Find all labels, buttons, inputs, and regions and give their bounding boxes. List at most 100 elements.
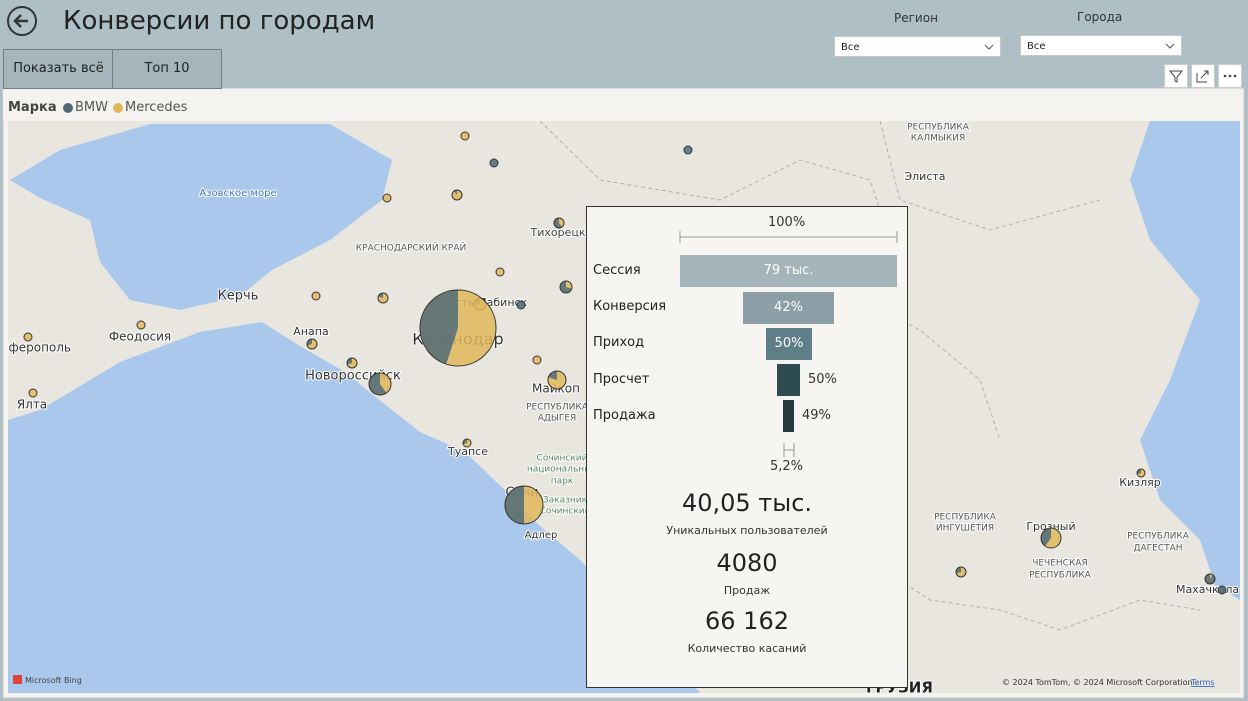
- bar-label: 50%: [808, 372, 837, 387]
- pie-slice: [312, 292, 320, 300]
- map-label: АДЫГЕЯ: [538, 414, 577, 424]
- pie-slice: [955, 567, 961, 574]
- map-bubble[interactable]: [1217, 585, 1227, 595]
- map-label: Сочинский: [537, 454, 588, 464]
- map-bubble[interactable]: [547, 370, 567, 390]
- pie-slice: [29, 389, 37, 397]
- black-sea: [8, 322, 700, 693]
- map-label: парк: [551, 477, 574, 487]
- map-bubble[interactable]: [419, 289, 497, 367]
- map-label: Ялта: [17, 398, 47, 412]
- map-bubble[interactable]: [1136, 468, 1146, 478]
- pie-slice: [548, 371, 557, 380]
- pie-slice: [383, 194, 391, 202]
- pie-outline: [1136, 468, 1146, 478]
- filter-dropdown[interactable]: Все: [834, 36, 1001, 57]
- funnel-bar[interactable]: [777, 364, 800, 396]
- map-bubble[interactable]: [23, 332, 33, 342]
- map-bubble[interactable]: [683, 145, 693, 155]
- pie-outline: [955, 566, 967, 578]
- more-icon[interactable]: [1218, 64, 1242, 88]
- map-bubble[interactable]: [311, 291, 321, 301]
- legend-label[interactable]: Mercedes: [125, 100, 188, 115]
- funnel-bar[interactable]: 79 тыс.: [680, 255, 897, 287]
- legend-title: Марка: [8, 100, 57, 115]
- map-label: Грозный: [1026, 520, 1075, 533]
- filter-icon[interactable]: [1164, 64, 1188, 88]
- map-bubble[interactable]: [495, 267, 505, 277]
- map-label: Азовское море: [199, 188, 276, 199]
- map-bubble[interactable]: [532, 355, 542, 365]
- map-label: КРАСНОДАРСКИЙ КРАЙ: [356, 242, 466, 254]
- map-bubble[interactable]: [377, 292, 389, 304]
- chevron: [1165, 43, 1175, 49]
- pie-outline: [136, 320, 146, 330]
- bing-logo: [13, 675, 22, 684]
- map-bubble[interactable]: [955, 566, 967, 578]
- map-bubble[interactable]: [451, 189, 463, 201]
- funnel-bar[interactable]: 50%: [766, 328, 812, 360]
- pie-outline: [683, 145, 693, 155]
- scale-line: [679, 231, 898, 243]
- map-bubble[interactable]: [489, 158, 499, 168]
- map-bubble[interactable]: [559, 280, 573, 294]
- pie-slice: [490, 159, 498, 167]
- pie-outline: [306, 338, 318, 350]
- map-label: ЧЕЧЕНСКАЯ: [1032, 559, 1088, 569]
- funnel-bar[interactable]: [783, 400, 794, 432]
- pie-slice: [463, 439, 467, 445]
- map-bubble[interactable]: [504, 485, 544, 525]
- map-bubble[interactable]: [460, 131, 470, 141]
- pie-slice: [378, 293, 383, 298]
- pie-outline: [504, 485, 544, 525]
- funnel-bar[interactable]: 42%: [743, 292, 834, 324]
- map-bubble[interactable]: [28, 388, 38, 398]
- pie-slice: [24, 333, 32, 341]
- map-label: РЕСПУБЛИКА: [526, 403, 589, 413]
- show-all-button[interactable]: Показать всё: [3, 49, 114, 89]
- page-title: Конверсии по городам: [63, 6, 376, 36]
- map-label: Анапа: [293, 325, 328, 338]
- map-terms[interactable]: Terms: [1190, 678, 1215, 687]
- map-bubble[interactable]: [462, 438, 472, 448]
- map-label: Адлер: [525, 530, 558, 541]
- legend-label[interactable]: BMW: [75, 100, 108, 115]
- pie-slice: [137, 321, 145, 329]
- map-bubble[interactable]: [1040, 527, 1062, 549]
- map-bubble[interactable]: [516, 300, 526, 310]
- filter-dropdown[interactable]: Все: [1020, 35, 1182, 56]
- filter-label: Города: [1077, 10, 1123, 24]
- pie-outline: [547, 370, 567, 390]
- pie-outline: [532, 355, 542, 365]
- bar-label: 42%: [774, 300, 803, 315]
- pie-outline: [1204, 573, 1216, 585]
- map-bubble[interactable]: [136, 320, 146, 330]
- filter-value: Все: [841, 42, 860, 53]
- map-label: Сочинский: [540, 507, 591, 517]
- pie-slice: [505, 486, 524, 524]
- map-label: РЕСПУБЛИКА: [934, 513, 997, 523]
- pie-outline: [311, 291, 321, 301]
- chevron: [984, 44, 994, 50]
- back-button[interactable]: [7, 6, 37, 36]
- map-bubble[interactable]: [306, 338, 318, 350]
- bar-label: 50%: [774, 336, 804, 351]
- map-bubble[interactable]: [553, 217, 565, 229]
- pie-outline: [460, 131, 470, 141]
- map-bubble[interactable]: [346, 357, 358, 369]
- top10-button[interactable]: Топ 10: [112, 49, 222, 89]
- map-label: РЕСПУБЛИКА: [1127, 532, 1190, 542]
- map-copyright: © 2024 TomTom, © 2024 Microsoft Corporat…: [1002, 678, 1193, 687]
- pie-slice: [369, 373, 387, 395]
- map-bubble[interactable]: [368, 372, 392, 396]
- map-label: Кизляр: [1119, 476, 1160, 489]
- pie-outline: [451, 189, 463, 201]
- bar-label: 79 тыс.: [763, 263, 814, 278]
- filter-value: Все: [1027, 41, 1046, 52]
- map-bubble[interactable]: [1204, 573, 1216, 585]
- focus-icon[interactable]: [1191, 64, 1215, 88]
- pie-outline: [1217, 585, 1227, 595]
- caspian-sea: [1130, 121, 1240, 600]
- map-bubble[interactable]: [382, 193, 392, 203]
